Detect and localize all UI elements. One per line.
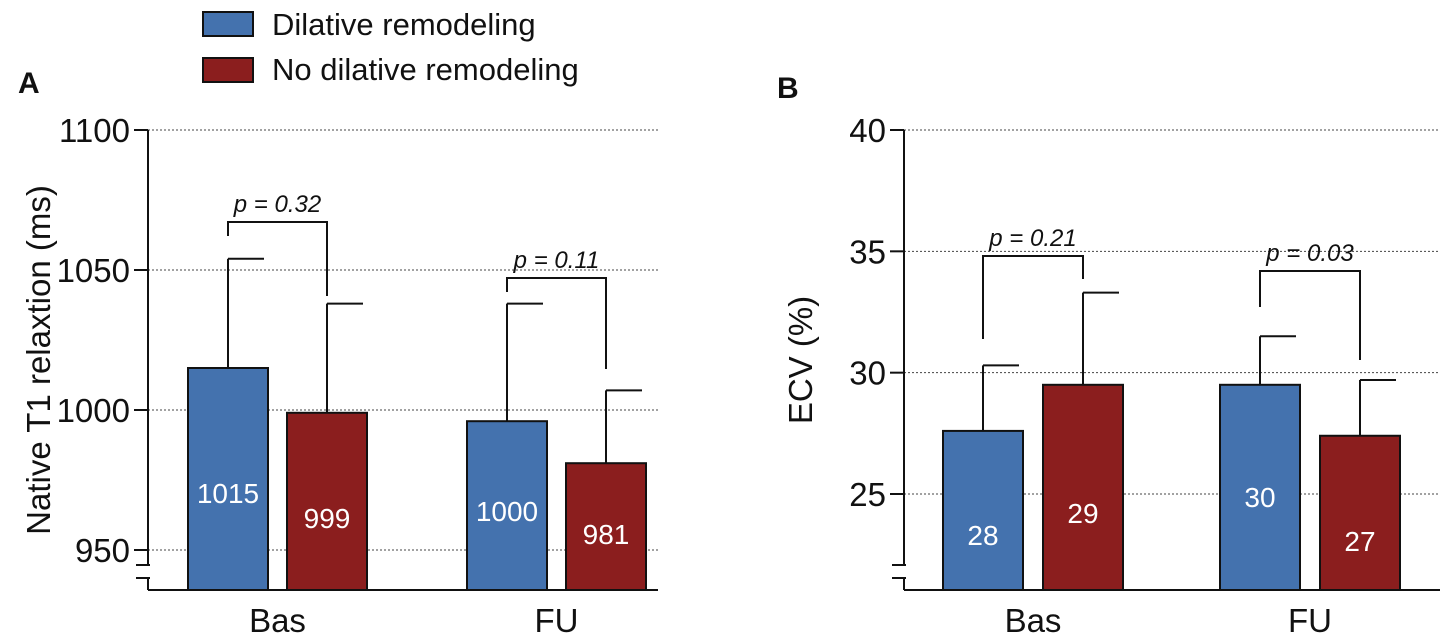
p-value-annotation: p = 0.21 bbox=[988, 225, 1076, 252]
x-tick-label: FU bbox=[1288, 602, 1332, 636]
bar-value-label: 28 bbox=[967, 520, 998, 551]
y-tick-label: 40 bbox=[849, 112, 886, 149]
x-tick-label: Bas bbox=[249, 602, 306, 636]
legend-label-dilative: Dilative remodeling bbox=[272, 7, 536, 42]
p-value-annotation: p = 0.03 bbox=[1265, 240, 1354, 267]
x-tick-label: Bas bbox=[1005, 602, 1062, 636]
bar-value-label: 981 bbox=[583, 519, 630, 550]
significance-bracket bbox=[227, 221, 328, 296]
legend-swatch-dilative bbox=[202, 11, 254, 37]
bar-value-label: 1015 bbox=[197, 478, 259, 509]
bar-value-label: 29 bbox=[1067, 498, 1098, 529]
bar bbox=[466, 420, 548, 592]
bar bbox=[1042, 383, 1124, 591]
legend: Dilative remodeling No dilative remodeli… bbox=[202, 7, 579, 87]
legend-item-dilative: Dilative remodeling bbox=[202, 7, 536, 42]
bar bbox=[942, 429, 1024, 592]
significance-bracket bbox=[1259, 270, 1361, 360]
bar bbox=[1219, 383, 1301, 591]
significance-bracket bbox=[506, 277, 607, 369]
x-tick-label: FU bbox=[535, 602, 579, 636]
y-axis-label: ECV (%) bbox=[782, 296, 819, 424]
y-tick-label: 1000 bbox=[57, 392, 130, 429]
p-value-annotation: p = 0.11 bbox=[513, 247, 600, 274]
panel-b: B 25 30 35 40 ECV (%) Bas 28 29 p = 0.21 FU 30 27 p =… bbox=[777, 72, 1440, 636]
bar bbox=[565, 462, 647, 592]
y-tick-label: 35 bbox=[849, 233, 886, 270]
legend-item-no-dilative: No dilative remodeling bbox=[202, 52, 579, 87]
significance-bracket bbox=[982, 255, 1084, 339]
y-tick-label: 25 bbox=[849, 476, 886, 513]
p-value-annotation: p = 0.32 bbox=[233, 191, 321, 218]
bar-value-label: 999 bbox=[304, 503, 351, 534]
y-tick-label: 950 bbox=[75, 532, 130, 569]
y-tick-label: 30 bbox=[849, 355, 886, 392]
y-tick-label: 1050 bbox=[57, 252, 130, 289]
legend-label-no-dilative: No dilative remodeling bbox=[272, 52, 579, 87]
bar bbox=[187, 367, 269, 591]
bar bbox=[286, 411, 368, 591]
bar-value-label: 27 bbox=[1344, 526, 1375, 557]
bar bbox=[1319, 434, 1401, 592]
bar-value-label: 1000 bbox=[476, 496, 538, 527]
y-axis-label: Native T1 relaxtion (ms) bbox=[20, 185, 57, 535]
legend-swatch-no-dilative bbox=[202, 57, 254, 83]
panel-label: A bbox=[18, 67, 40, 100]
panel-label: B bbox=[777, 72, 799, 105]
y-tick-label: 1100 bbox=[59, 112, 130, 149]
bar-value-label: 30 bbox=[1244, 482, 1275, 513]
